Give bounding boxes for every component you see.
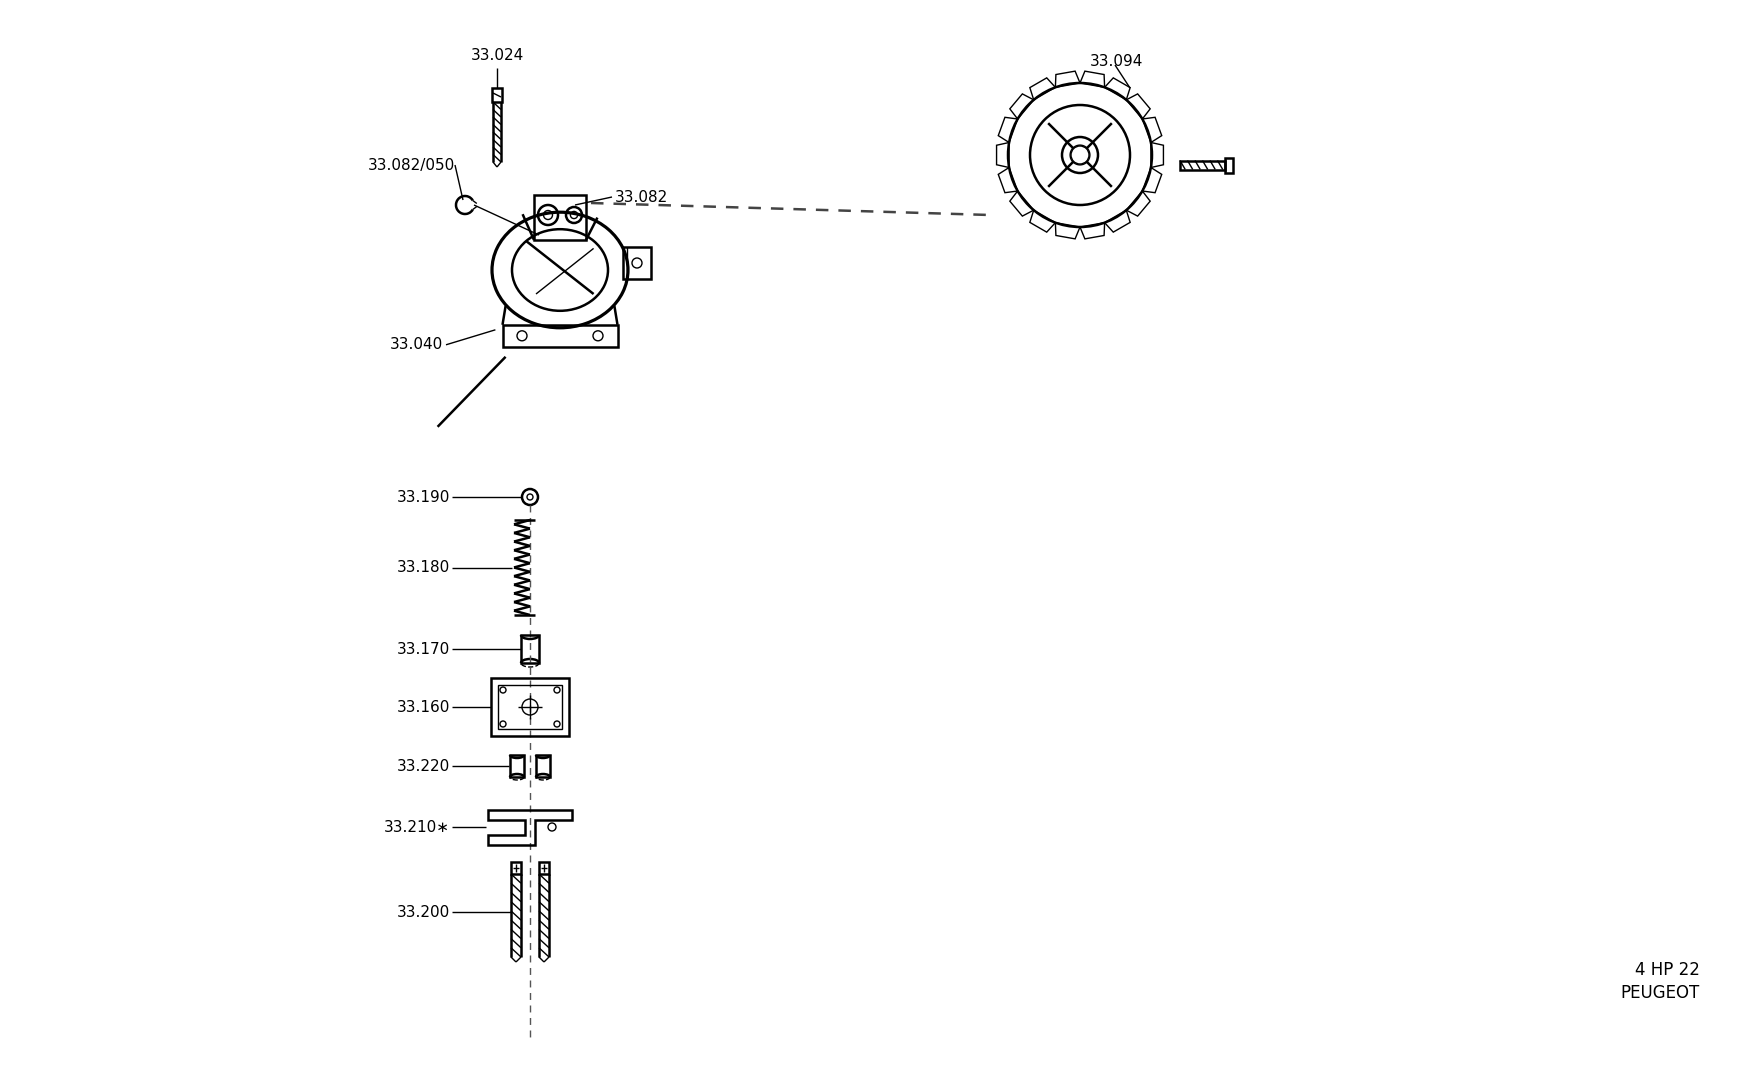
Bar bbox=[502, 325, 618, 347]
Text: 33.170: 33.170 bbox=[397, 642, 450, 656]
Text: 33.160: 33.160 bbox=[397, 700, 450, 715]
Bar bbox=[536, 755, 550, 777]
Text: 33.220: 33.220 bbox=[397, 759, 450, 774]
Bar bbox=[1180, 160, 1225, 170]
Text: 33.024: 33.024 bbox=[471, 48, 523, 63]
Bar bbox=[539, 862, 550, 874]
Text: 4 HP 22: 4 HP 22 bbox=[1634, 961, 1699, 979]
Bar bbox=[492, 88, 502, 102]
Bar bbox=[534, 195, 586, 240]
Bar bbox=[522, 635, 539, 663]
Bar bbox=[511, 862, 522, 874]
Text: 33.190: 33.190 bbox=[397, 489, 450, 505]
Text: PEUGEOT: PEUGEOT bbox=[1620, 984, 1699, 1002]
Bar bbox=[509, 755, 523, 777]
Text: 33.082: 33.082 bbox=[614, 190, 668, 205]
Bar bbox=[492, 678, 569, 736]
Text: 33.040: 33.040 bbox=[390, 337, 443, 352]
Bar bbox=[499, 685, 562, 729]
Text: 33.200: 33.200 bbox=[397, 905, 450, 920]
Bar bbox=[623, 247, 651, 279]
Text: 33.180: 33.180 bbox=[397, 560, 450, 576]
Bar bbox=[1225, 157, 1234, 172]
Text: 33.210∗: 33.210∗ bbox=[383, 820, 450, 835]
Text: 33.082/050: 33.082/050 bbox=[368, 157, 455, 172]
Text: 33.094: 33.094 bbox=[1090, 53, 1143, 69]
